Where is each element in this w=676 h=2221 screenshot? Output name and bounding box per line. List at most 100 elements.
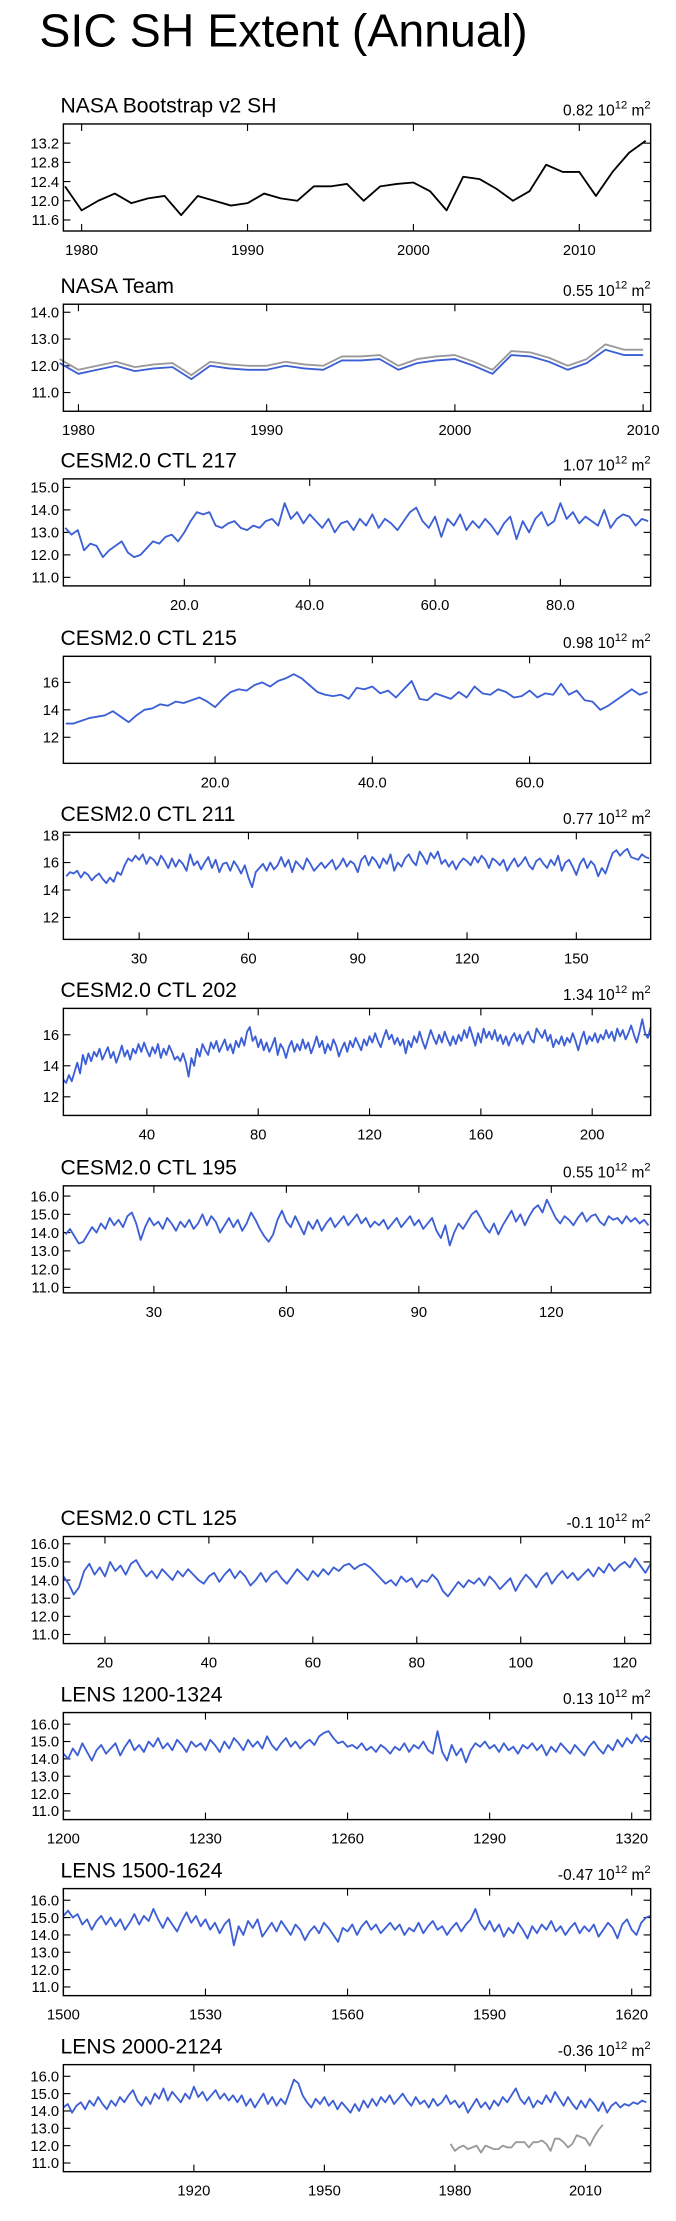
- trend-exponent: 12: [615, 1512, 628, 1524]
- y-tick-label: 14.0: [30, 2104, 59, 2120]
- trend-exponent: 12: [615, 2040, 628, 2052]
- series-line: [62, 1730, 652, 1764]
- y-tick-label: 14.0: [30, 1226, 59, 1242]
- series-line: [65, 847, 650, 889]
- series-line: [59, 343, 644, 377]
- panel: CESM2.0 CTL 125 -0.1 1012 m2 11.0 12.0 13.0 14…: [30, 1507, 652, 1671]
- x-tick-label: 40: [139, 1127, 155, 1143]
- panel: LENS 1200-1324 0.13 1012 m2 11.012.0 13.014.…: [30, 1683, 652, 1848]
- panel-title: CESM2.0 CTL 211: [61, 803, 236, 826]
- series-line: [62, 1557, 652, 1598]
- x-tick-label: 1980: [62, 423, 95, 439]
- x-tick-label: 2000: [438, 423, 471, 439]
- trend-value: 0.13 10: [563, 1691, 615, 1708]
- trend-value: 1.34 10: [563, 987, 615, 1004]
- trend-annotation: 1.34 1012 m2: [563, 984, 651, 1004]
- x-tick-label: 120: [357, 1127, 382, 1143]
- panel-title: CESM2.0 CTL 215: [61, 627, 237, 650]
- panel: LENS 2000-2124 -0.36 1012 m2 11.012.013.0 14…: [30, 2035, 652, 2200]
- panel-title: LENS 1200-1324: [61, 1683, 223, 1706]
- x-tick-label: 20: [97, 1655, 113, 1671]
- series-line: [59, 348, 644, 381]
- x-tick-label: 1620: [615, 2008, 648, 2024]
- trend-unit-exponent: 2: [644, 1688, 650, 1700]
- plot-frame: [62, 1535, 652, 1645]
- y-tick-label: 12: [43, 911, 59, 927]
- x-tick-label: 30: [131, 951, 147, 967]
- x-tick-label: 120: [612, 1655, 637, 1671]
- y-tick-label: 12.0: [30, 548, 59, 564]
- trend-value: 0.55 10: [563, 1164, 615, 1181]
- x-tick-label: 90: [411, 1305, 427, 1321]
- y-tick-label: 13.0: [30, 1244, 59, 1260]
- trend-unit: m: [631, 811, 644, 828]
- trend-unit-exponent: 2: [644, 632, 650, 644]
- x-tick-label: 1320: [615, 1832, 648, 1848]
- trend-unit-exponent: 2: [644, 280, 650, 292]
- x-tick-label: 40: [201, 1655, 217, 1671]
- trend-exponent: 12: [615, 1161, 628, 1173]
- trend-unit-exponent: 2: [644, 454, 650, 466]
- trend-annotation: 0.13 1012 m2: [563, 1688, 651, 1708]
- trend-unit: m: [631, 1691, 644, 1708]
- x-tick-label: 80.0: [546, 598, 575, 614]
- trend-annotation: 1.07 1012 m2: [563, 454, 651, 474]
- x-tick-label: 160: [469, 1127, 494, 1143]
- y-tick-label: 13.0: [30, 1945, 59, 1961]
- x-tick-label: 60.0: [515, 775, 544, 791]
- trend-exponent: 12: [615, 454, 628, 466]
- y-tick-label: 16: [43, 676, 59, 692]
- panel: CESM2.0 CTL 217 1.07 1012 m2 11.0 12.0 13.0 14…: [30, 450, 652, 614]
- y-tick-label: 15.0: [30, 1735, 59, 1751]
- x-tick-label: 1590: [473, 2008, 506, 2024]
- y-tick-label: 13.0: [30, 332, 59, 348]
- x-tick-label: 60: [240, 951, 256, 967]
- y-tick-label: 16.0: [30, 2069, 59, 2085]
- x-tick-label: 30: [146, 1305, 162, 1321]
- plot-frame: [62, 303, 652, 412]
- plot-frame: [62, 1711, 652, 1821]
- y-tick-label: 14.0: [30, 1573, 59, 1589]
- trend-value: 0.55 10: [563, 283, 615, 300]
- x-tick-label: 60: [278, 1305, 294, 1321]
- x-tick-label: 1260: [331, 1832, 364, 1848]
- y-tick-label: 11.0: [31, 2156, 59, 2172]
- y-tick-label: 12.0: [30, 359, 59, 375]
- trend-unit: m: [631, 987, 644, 1004]
- trend-annotation: 0.98 1012 m2: [563, 632, 651, 652]
- trend-unit: m: [631, 2043, 644, 2060]
- trend-value: -0.1 10: [567, 1515, 615, 1532]
- panel-title: CESM2.0 CTL 217: [61, 450, 237, 473]
- trend-exponent: 12: [615, 808, 628, 820]
- y-tick-label: 14.0: [30, 503, 59, 519]
- x-tick-label: 120: [455, 951, 480, 967]
- y-tick-label: 15.0: [30, 2087, 59, 2103]
- y-tick-label: 12.0: [30, 2139, 59, 2155]
- panel-title: CESM2.0 CTL 125: [61, 1507, 237, 1530]
- trend-value: 0.77 10: [563, 811, 615, 828]
- panel: NASA Team 0.55 1012 m2 11.0 12.0 13.0 14.0 1980…: [30, 275, 659, 439]
- y-tick-label: 14: [43, 703, 59, 719]
- panel: CESM2.0 CTL 195 0.55 1012 m2 11.0 12.0 13.0 14…: [30, 1157, 652, 1321]
- x-tick-label: 2010: [627, 423, 660, 439]
- y-tick-label: 16.0: [30, 1189, 59, 1205]
- y-tick-label: 11.6: [31, 213, 59, 229]
- y-tick-label: 11.0: [31, 1980, 59, 1996]
- y-tick-label: 13.0: [30, 1769, 59, 1785]
- trend-annotation: 0.82 1012 m2: [563, 99, 651, 119]
- y-tick-label: 16: [43, 856, 59, 872]
- panel: NASA Bootstrap v2 SH 0.82 1012 m2 11.6 12.0 1…: [30, 95, 652, 259]
- y-tick-label: 13.0: [30, 2122, 59, 2138]
- plot-frame: [62, 1887, 652, 1997]
- y-tick-label: 13.2: [30, 136, 59, 152]
- trend-unit-exponent: 2: [644, 1864, 650, 1876]
- y-tick-label: 13.0: [30, 526, 59, 542]
- y-tick-label: 11.0: [31, 1281, 59, 1297]
- panel: LENS 1500-1624 -0.47 1012 m2 11.012.0 13.014…: [30, 1859, 652, 2024]
- trend-exponent: 12: [615, 632, 628, 644]
- x-tick-label: 60.0: [421, 598, 450, 614]
- trend-exponent: 12: [615, 99, 628, 111]
- series-line: [64, 502, 649, 559]
